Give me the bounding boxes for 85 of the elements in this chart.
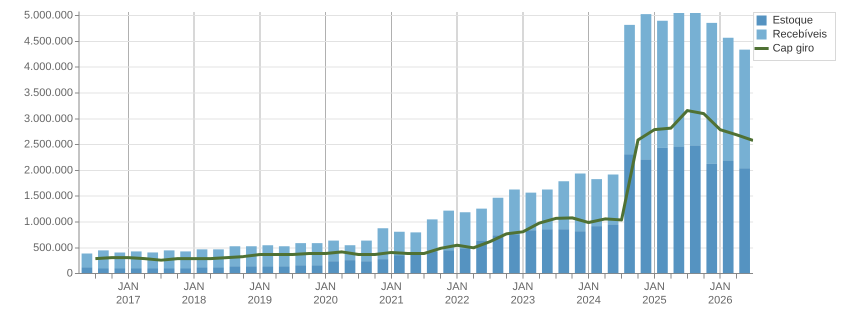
bar [492,235,504,274]
bar [492,198,504,236]
bar [591,179,602,226]
legend-label: Estoque [772,14,813,27]
y-tick-label: 3.000.000 [24,112,73,125]
bar [476,208,487,241]
bar [246,266,257,274]
x-tick-label: JAN 2023 [510,281,536,306]
bar [674,13,684,147]
bar [706,22,718,164]
bar [278,266,290,274]
x-tick-label: JAN 2021 [379,281,404,306]
bar [130,268,142,274]
bar [361,261,372,274]
bar [230,266,240,274]
bar [657,148,668,274]
bar [640,160,652,274]
y-tick-label: 1.500.000 [24,190,73,202]
bar [114,268,126,274]
legend-label: Recebíveis [772,28,828,41]
bar [312,265,322,274]
bar [460,212,470,248]
bar [608,224,618,274]
bar [542,229,553,274]
bar [690,13,701,146]
y-tick-label: 500.000 [33,242,73,254]
bar [295,265,306,274]
bar [706,164,718,274]
bar [558,181,570,230]
bar [378,259,388,274]
bar [509,189,520,234]
bar [196,267,208,274]
bar [657,20,668,148]
bar [509,234,520,274]
x-tick-label: JAN 2026 [708,281,732,306]
y-tick-label: 2.500.000 [24,138,73,151]
bar [328,261,339,274]
x-tick-label: JAN 2019 [248,281,272,306]
bar [526,192,536,230]
bar [147,268,158,274]
x-tick-label: JAN 2020 [313,281,338,306]
bar [574,231,586,274]
bar [426,219,438,252]
bar [410,254,422,274]
y-tick-label: 3.500.000 [24,87,73,100]
y-tick-label: 0 [66,268,73,280]
bar [82,267,92,274]
y-tick-label: 4.500.000 [24,35,73,48]
bar [722,160,734,274]
bar [164,268,174,274]
bar [739,50,750,168]
x-tick-label: JAN 2017 [116,281,141,306]
bar [213,267,224,274]
bar [640,14,652,160]
x-tick-label: JAN 2024 [576,281,601,306]
bar [526,230,536,274]
y-tick-label: 1.000.000 [24,216,73,228]
bar [722,38,734,161]
bar [558,229,570,274]
y-tick-label: 2.000.000 [24,164,73,176]
bar [344,260,356,274]
bar [608,174,618,225]
bar [443,250,454,274]
bar [460,248,470,274]
bar [180,268,191,274]
y-tick-label: 5.000.000 [24,10,73,22]
bar [624,24,635,154]
x-tick-label: JAN 2022 [444,281,470,306]
bar [739,168,750,274]
y-tick-label: 4.000.000 [24,61,73,74]
bar [426,251,438,274]
bar [394,256,405,274]
bar [443,210,454,250]
legend-label: Cap giro [772,42,814,55]
bar [542,189,553,230]
x-tick-label: JAN 2025 [642,281,667,306]
bar [674,146,684,274]
bar [690,146,701,274]
bar [591,226,602,274]
bar [262,266,274,274]
bar [476,240,487,274]
bar [574,174,586,232]
bar [98,268,109,274]
bar [82,253,92,268]
x-tick-label: JAN 2018 [182,281,206,306]
